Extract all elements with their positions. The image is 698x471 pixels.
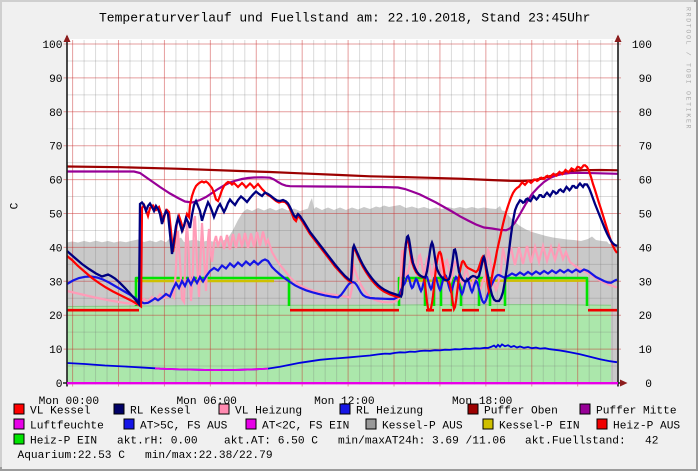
svg-text:akt.rH: 0.00: akt.rH: 0.00 xyxy=(117,436,198,448)
svg-text:Kessel-P AUS: Kessel-P AUS xyxy=(382,421,463,433)
svg-text:Mon 18:00: Mon 18:00 xyxy=(452,396,513,408)
svg-text:Puffer Oben: Puffer Oben xyxy=(484,406,558,418)
svg-text:0: 0 xyxy=(645,379,652,391)
svg-text:Mon 00:00: Mon 00:00 xyxy=(39,396,100,408)
svg-text:Heiz-P EIN: Heiz-P EIN xyxy=(30,436,97,448)
svg-text:42: 42 xyxy=(645,436,658,448)
svg-text:VL Kessel: VL Kessel xyxy=(30,406,91,418)
svg-text:70: 70 xyxy=(639,142,653,154)
svg-text:AT>5C, FS AUS: AT>5C, FS AUS xyxy=(140,421,228,433)
svg-text:50: 50 xyxy=(49,210,63,222)
svg-text:20: 20 xyxy=(49,311,63,323)
svg-text:Temperaturverlauf und Fuellsta: Temperaturverlauf und Fuellstand am: 22.… xyxy=(99,11,590,26)
svg-text:AT<2C, FS EIN: AT<2C, FS EIN xyxy=(262,421,349,433)
svg-text:RL Heizung: RL Heizung xyxy=(356,406,423,418)
svg-text:100: 100 xyxy=(632,40,652,52)
svg-text:90: 90 xyxy=(49,74,63,86)
svg-text:40: 40 xyxy=(49,243,63,255)
svg-text:Heiz-P AUS: Heiz-P AUS xyxy=(613,421,680,433)
svg-text:min/max:22.38/22.79: min/max:22.38/22.79 xyxy=(145,450,273,462)
svg-text:50: 50 xyxy=(639,210,653,222)
svg-text:60: 60 xyxy=(49,176,63,188)
svg-text:0: 0 xyxy=(56,379,63,391)
svg-text:10: 10 xyxy=(49,345,63,357)
svg-text:30: 30 xyxy=(49,277,63,289)
svg-text:Kessel-P EIN: Kessel-P EIN xyxy=(499,421,580,433)
svg-text:60: 60 xyxy=(639,176,653,188)
svg-text:RRDTOOL / TOBI OETIKER: RRDTOOL / TOBI OETIKER xyxy=(685,7,692,130)
svg-text:Mon 12:00: Mon 12:00 xyxy=(314,396,375,408)
svg-text:40: 40 xyxy=(639,243,653,255)
svg-text:100: 100 xyxy=(42,40,62,52)
svg-text:20: 20 xyxy=(639,311,653,323)
svg-text:akt.Fuellstand:: akt.Fuellstand: xyxy=(525,436,626,448)
svg-text:min/maxAT24h: 3.69 /11.06: min/maxAT24h: 3.69 /11.06 xyxy=(338,436,506,448)
svg-text:80: 80 xyxy=(639,108,653,120)
svg-text:akt.AT: 6.50 C: akt.AT: 6.50 C xyxy=(224,436,318,448)
svg-text:Puffer Mitte: Puffer Mitte xyxy=(596,406,677,418)
svg-text:30: 30 xyxy=(639,277,653,289)
svg-text:70: 70 xyxy=(49,142,63,154)
svg-text:90: 90 xyxy=(639,74,653,86)
svg-text:Mon 06:00: Mon 06:00 xyxy=(176,396,237,408)
svg-text:C: C xyxy=(10,202,22,209)
svg-text:RL Kessel: RL Kessel xyxy=(130,406,191,418)
svg-text:Luftfeuchte: Luftfeuchte xyxy=(30,421,104,433)
svg-text:80: 80 xyxy=(49,108,63,120)
svg-text:VL Heizung: VL Heizung xyxy=(235,406,302,418)
svg-text:10: 10 xyxy=(639,345,653,357)
svg-text:Aquarium:22.53 C: Aquarium:22.53 C xyxy=(18,450,126,462)
